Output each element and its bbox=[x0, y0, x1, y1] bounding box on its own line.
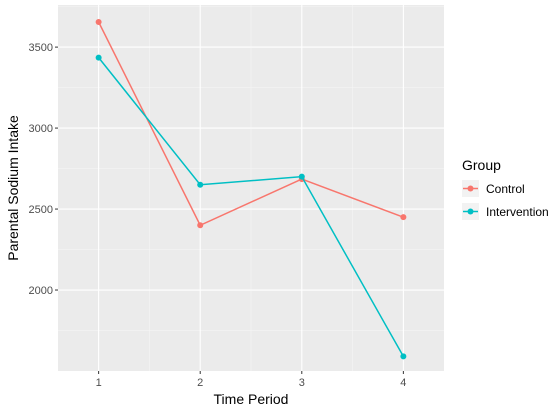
legend: Group Control Intervention bbox=[462, 157, 549, 220]
data-point-control bbox=[400, 214, 407, 221]
series-line-intervention bbox=[98, 57, 405, 357]
data-point-intervention bbox=[298, 173, 305, 180]
data-point-control bbox=[197, 222, 204, 229]
data-point-intervention bbox=[400, 353, 407, 360]
y-tick-label: 2500 bbox=[29, 204, 53, 216]
y-tick-label: 3500 bbox=[29, 42, 53, 54]
x-tick-label: 2 bbox=[197, 377, 203, 389]
series-line-control bbox=[97, 21, 404, 227]
y-axis: 2000 2500 3000 3500 bbox=[29, 42, 58, 297]
y-tick-label: 2000 bbox=[29, 285, 53, 297]
y-axis-title: Parental Sodium Intake bbox=[5, 115, 21, 261]
data-point-intervention bbox=[197, 181, 204, 188]
x-tick-label: 3 bbox=[299, 377, 305, 389]
data-point-control bbox=[95, 19, 102, 26]
legend-title: Group bbox=[462, 157, 501, 173]
x-tick-label: 1 bbox=[96, 377, 102, 389]
legend-key-point-control bbox=[467, 185, 474, 192]
x-axis: 1 2 3 4 bbox=[96, 371, 406, 389]
data-point-intervention bbox=[95, 54, 102, 61]
y-tick-label: 3000 bbox=[29, 123, 53, 135]
x-tick-label: 4 bbox=[400, 377, 406, 389]
legend-label-intervention: Intervention bbox=[486, 205, 549, 219]
legend-key-point-intervention bbox=[467, 208, 474, 215]
series-layer bbox=[95, 19, 407, 360]
x-axis-title: Time Period bbox=[214, 391, 289, 407]
legend-label-control: Control bbox=[486, 182, 525, 196]
